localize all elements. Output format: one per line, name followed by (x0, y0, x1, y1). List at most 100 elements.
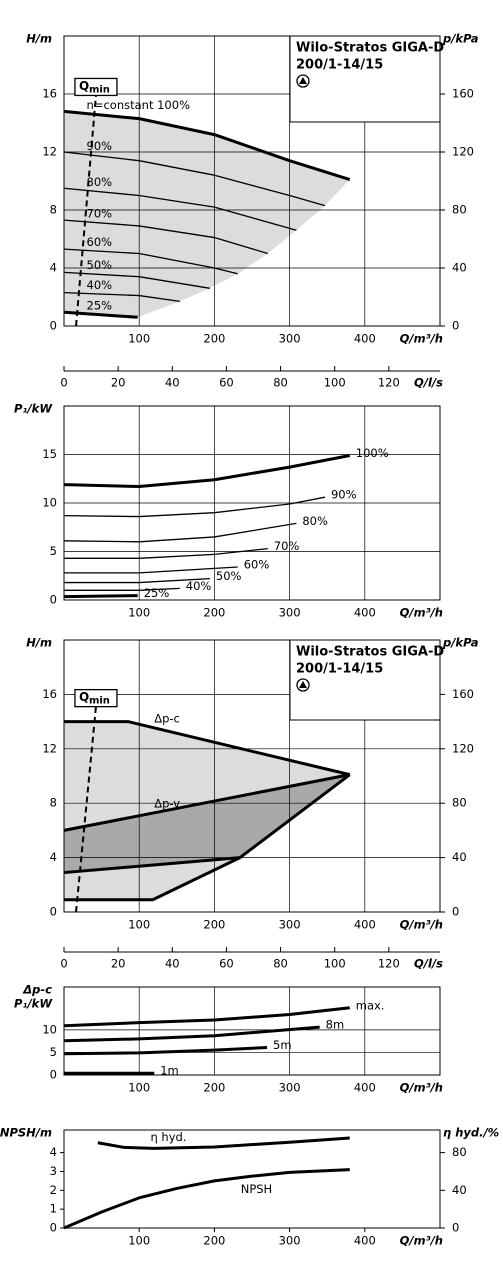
x-tick-label: 300 (279, 606, 301, 620)
x-tick-label: 0 (60, 376, 67, 390)
curve (97, 1136, 350, 1150)
curve (63, 1168, 350, 1230)
y2-tick-label: 160 (452, 687, 474, 701)
curve (63, 453, 351, 489)
curve-label: 1m (160, 1064, 179, 1078)
x-tick-label: 40 (165, 376, 180, 390)
header-box (289, 639, 441, 721)
x-tick-label: 100 (324, 957, 346, 971)
curve-label: 40% (186, 579, 212, 593)
y-tick-label: 8 (50, 203, 57, 217)
header-title: Wilo-Stratos GIGA-D (296, 645, 444, 660)
qmin-line (75, 95, 97, 327)
x-tick-label: 20 (111, 957, 126, 971)
y2-tick-label: 80 (452, 203, 467, 217)
y2-tick-label: 80 (452, 796, 467, 810)
curve-label: Δp-v (154, 796, 180, 810)
y-tick-label: 0 (50, 593, 57, 607)
x-tick-label: 400 (354, 918, 376, 932)
x-axis-label: Q/l/s (414, 957, 443, 971)
curve-label: 70% (274, 539, 300, 553)
qmin-sub: min (89, 84, 110, 95)
qmin-label: Q (79, 79, 89, 93)
x-tick-label: 400 (354, 1081, 376, 1095)
y2-axis-label: p/kPa (442, 636, 479, 650)
y-axis-label: H/m (26, 636, 52, 650)
header-subtitle: 200/1-14/15 (296, 662, 383, 677)
y2-tick-label: 160 (452, 87, 474, 101)
curve-label: 90% (87, 139, 113, 153)
y2-tick-label: 0 (452, 1221, 459, 1235)
x-tick-label: 200 (203, 606, 225, 620)
curve (64, 587, 180, 591)
y2-tick-label: 40 (452, 261, 467, 275)
x-tick-label: 80 (273, 376, 288, 390)
y-axis-label: NPSH/m (0, 1126, 52, 1140)
x-tick-label: 60 (219, 957, 234, 971)
x-tick-label: 300 (279, 1234, 301, 1248)
x-axis-label: Q/m³/h (400, 1081, 443, 1095)
y-tick-label: 15 (42, 447, 57, 461)
curve (63, 1045, 268, 1056)
x-tick-label: 100 (128, 918, 150, 932)
y-tick-label: 8 (50, 796, 57, 810)
brand-icon (299, 681, 307, 688)
curve (64, 720, 351, 777)
plot-frame (63, 639, 441, 913)
curve-label: 80% (302, 514, 328, 528)
curve (63, 522, 297, 543)
curve-label: 60% (87, 235, 113, 249)
curve-label: 25% (144, 586, 170, 600)
x-tick-label: 60 (219, 376, 234, 390)
curve-label: NPSH (241, 1182, 273, 1196)
plot-frame (63, 405, 441, 601)
curve (63, 292, 180, 302)
curve-label: 80% (87, 175, 113, 189)
y-tick-label: 1 (50, 1202, 57, 1216)
x-axis-label: Q/m³/h (400, 1234, 443, 1248)
x-tick-label: 100 (128, 1234, 150, 1248)
y-tick-label: 5 (50, 1045, 57, 1059)
qmin-sub: min (89, 696, 110, 707)
operating-area (64, 111, 350, 318)
y-tick-label: 0 (50, 319, 57, 333)
curve (64, 566, 238, 574)
header-subtitle: 200/1-14/15 (296, 58, 383, 73)
plot-frame (63, 986, 441, 1076)
x-tick-label: 200 (203, 1081, 225, 1095)
x-tick-label: 0 (60, 957, 67, 971)
curve-label: 90% (331, 488, 357, 502)
x-axis-label: Q/m³/h (400, 606, 443, 620)
curve-label: 100% (356, 446, 389, 460)
y2-axis-label: p/kPa (442, 32, 479, 46)
qmin-box (74, 688, 118, 708)
y-tick-label: 4 (50, 1145, 57, 1159)
qmin-line (75, 706, 97, 913)
curve-label: Δp-c (154, 711, 180, 725)
y-tick-label: 3 (50, 1164, 57, 1178)
curve (63, 248, 238, 275)
x-tick-label: 100 (324, 376, 346, 390)
y2-tick-label: 40 (452, 850, 467, 864)
x-tick-label: 20 (111, 376, 126, 390)
curve-label: 25% (87, 298, 113, 312)
curve (63, 1006, 350, 1028)
x-tick-label: 300 (279, 332, 301, 346)
y-tick-label: 0 (50, 905, 57, 919)
x-tick-label: 400 (354, 606, 376, 620)
x-tick-label: 120 (378, 957, 400, 971)
y-axis-label: Δp-c (22, 983, 52, 997)
curve-label: 40% (87, 278, 113, 292)
y-tick-label: 4 (50, 261, 57, 275)
y-axis-label: P₁/kW (14, 402, 53, 416)
y2-tick-label: 0 (452, 319, 459, 333)
curve (63, 594, 138, 599)
y-tick-label: 2 (50, 1183, 57, 1197)
x-tick-label: 200 (203, 1234, 225, 1248)
curve (63, 773, 351, 832)
y2-tick-label: 120 (452, 741, 474, 755)
operating-area (64, 774, 350, 873)
header-title: Wilo-Stratos GIGA-D (296, 41, 444, 56)
